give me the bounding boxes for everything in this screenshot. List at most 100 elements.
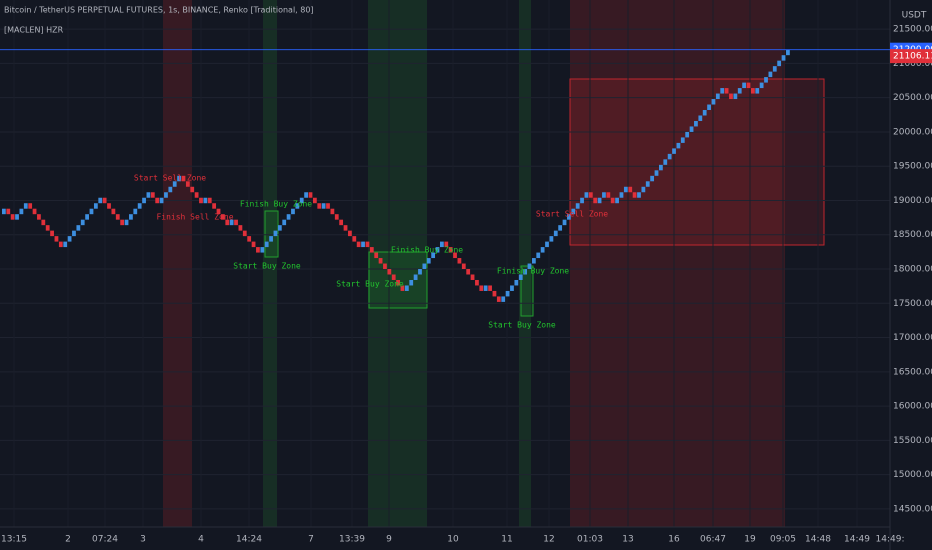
renko-brick: [247, 236, 252, 242]
renko-brick: [418, 269, 422, 275]
annotation: Start Buy Zone: [336, 280, 404, 289]
renko-brick: [768, 71, 773, 78]
renko-brick: [76, 225, 81, 231]
zones: [163, 0, 825, 527]
grid: [0, 0, 891, 527]
y-tick-label: 18500.00: [893, 230, 932, 240]
zone-band: [163, 0, 192, 527]
renko-brick: [234, 219, 238, 226]
y-tick-label: 19000.00: [893, 196, 932, 206]
renko-brick: [85, 214, 89, 220]
y-tick-label: 16000.00: [893, 402, 932, 412]
renko-brick: [764, 77, 768, 83]
x-tick-label: 9: [386, 535, 392, 545]
renko-brick: [781, 55, 786, 61]
renko-brick: [361, 241, 365, 248]
renko-brick: [448, 247, 453, 253]
renko-brick: [199, 197, 203, 204]
renko-brick: [453, 252, 457, 259]
zone-box: [569, 78, 825, 246]
renko-brick: [63, 241, 68, 248]
annotation: Finish Buy Zone: [497, 267, 569, 276]
renko-brick: [374, 252, 379, 259]
x-tick-label: 16: [668, 535, 680, 545]
renko-brick: [676, 142, 681, 149]
zone-band: [519, 0, 531, 527]
y-tick-label: 21000.00: [893, 59, 932, 69]
x-tick-label: 01:03: [577, 535, 603, 545]
renko-brick: [238, 225, 243, 231]
renko-brick: [672, 148, 676, 154]
renko-brick: [580, 197, 584, 204]
renko-brick: [133, 208, 138, 215]
renko-brick: [102, 197, 107, 204]
y-tick-label: 17000.00: [893, 333, 932, 343]
renko-brick: [505, 290, 510, 297]
bricks: [2, 49, 790, 302]
renko-brick: [93, 203, 98, 209]
renko-brick: [720, 88, 725, 94]
x-tick-label: 14:48: [805, 535, 831, 545]
renko-brick: [759, 82, 764, 89]
renko-brick: [304, 192, 308, 198]
renko-brick: [343, 225, 348, 231]
x-tick-label: 07:24: [92, 535, 118, 545]
renko-brick: [694, 120, 698, 127]
renko-brick: [615, 197, 619, 204]
renko-brick: [352, 236, 357, 242]
annotation: Finish Sell Zone: [156, 213, 233, 222]
renko-brick: [159, 197, 164, 204]
renko-brick: [339, 219, 344, 226]
renko-brick: [496, 296, 501, 302]
renko-brick: [457, 258, 462, 264]
renko-brick: [50, 230, 54, 237]
renko-brick: [444, 241, 449, 248]
annotation: Start Sell Zone: [536, 210, 608, 219]
renko-brick: [567, 214, 571, 220]
renko-brick: [124, 219, 129, 226]
y-tick-label: 20000.00: [893, 127, 932, 137]
renko-brick: [251, 241, 256, 248]
renko-brick: [387, 269, 392, 275]
renko-brick: [641, 186, 646, 193]
renko-brick: [475, 279, 479, 286]
renko-brick: [479, 285, 484, 291]
renko-brick: [282, 219, 287, 226]
x-tick-label: 13:39: [339, 535, 365, 545]
renko-brick: [562, 219, 567, 226]
x-tick-label: 2: [65, 535, 71, 545]
renko-brick: [299, 197, 304, 204]
renko-brick: [89, 208, 94, 215]
renko-brick: [396, 279, 400, 286]
renko-brick: [19, 208, 24, 215]
indicator-name: [MACLEN] HZR: [4, 26, 64, 35]
renko-brick: [391, 274, 396, 280]
renko-brick: [80, 219, 85, 226]
x-tick-label: 09:05: [770, 535, 796, 545]
renko-brick: [10, 214, 15, 220]
renko-brick: [172, 181, 177, 187]
renko-brick: [707, 104, 711, 111]
renko-brick: [501, 296, 506, 302]
renko-brick: [37, 214, 41, 220]
renko-brick: [584, 192, 589, 198]
renko-brick: [755, 88, 760, 94]
renko-brick: [711, 99, 716, 105]
renko-brick: [645, 181, 650, 187]
renko-brick: [269, 236, 273, 242]
x-tick-label: 06:47: [700, 535, 726, 545]
renko-brick: [326, 203, 330, 209]
annotation: Start Buy Zone: [488, 321, 556, 330]
renko-brick: [440, 241, 444, 248]
renko-brick: [2, 208, 6, 215]
renko-brick: [488, 285, 492, 291]
renko-brick: [654, 170, 659, 176]
renko-brick: [750, 88, 755, 94]
renko-brick: [637, 192, 641, 198]
renko-brick: [623, 186, 628, 193]
renko-brick: [177, 175, 181, 182]
y-tick-label: 20500.00: [893, 93, 932, 103]
renko-brick: [41, 219, 46, 226]
